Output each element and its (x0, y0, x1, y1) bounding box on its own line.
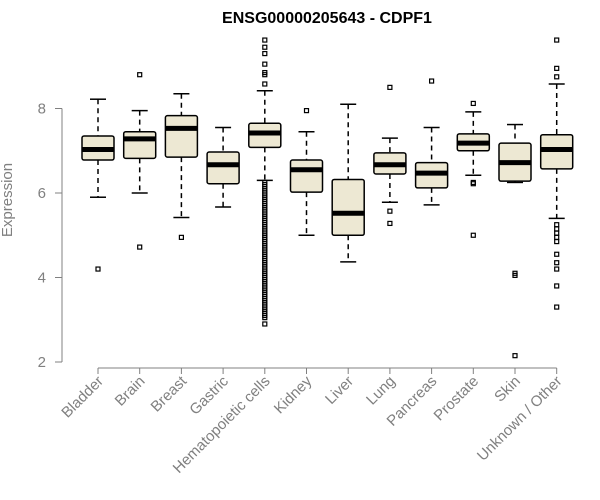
outlier-point (554, 234, 560, 240)
iqr-box (122, 130, 157, 160)
chart-title: ENSG00000205643 - CDPF1 (222, 10, 432, 27)
box-group (331, 103, 365, 263)
outlier-point (429, 78, 435, 84)
box-group (81, 98, 115, 272)
y-axis-label: Expression (0, 163, 16, 237)
outlier-point (554, 230, 560, 236)
outlier-point (262, 72, 268, 78)
box-group (206, 126, 240, 208)
box-group (539, 37, 574, 310)
outlier-point (470, 181, 476, 187)
y-tick-label: 6 (38, 185, 46, 202)
x-tick-label: Liver (322, 373, 357, 408)
outlier-point (554, 283, 560, 289)
outlier-point (137, 72, 143, 78)
y-tick-label: 2 (38, 354, 46, 371)
outlier-point (387, 220, 393, 227)
iqr-box (164, 114, 199, 158)
outlier-point (512, 353, 518, 359)
outlier-point (262, 37, 268, 43)
x-tick-label: Kidney (271, 372, 316, 417)
outlier-point (262, 315, 268, 321)
box-group (373, 84, 407, 227)
outlier-point (95, 266, 101, 272)
box-group (456, 100, 491, 238)
outlier-point (303, 108, 310, 114)
outlier-point (178, 234, 184, 240)
outlier-point (554, 266, 560, 272)
x-tick-label: Breast (148, 372, 191, 415)
x-tick-label: Lung (363, 373, 399, 409)
outlier-point (554, 304, 560, 310)
x-tick-label: Skin (491, 373, 524, 406)
outlier-point (554, 251, 560, 257)
boxes (81, 37, 574, 359)
outlier-point (262, 44, 268, 50)
x-tick-label: Bladder (58, 373, 107, 422)
outlier-point (554, 65, 560, 71)
box-group (414, 78, 449, 206)
x-tick-label: Brain (112, 373, 149, 410)
outlier-point (262, 321, 268, 327)
box-group (248, 37, 282, 327)
box-group (122, 72, 157, 250)
outlier-point (554, 226, 560, 232)
iqr-box (331, 178, 365, 236)
outlier-point (387, 208, 393, 214)
outlier-point (512, 272, 518, 278)
iqr-box (289, 159, 324, 193)
y-tick-label: 8 (38, 101, 46, 118)
outlier-point (262, 61, 268, 67)
outlier-point (554, 238, 560, 245)
box-group (289, 108, 324, 236)
outlier-point (470, 100, 476, 107)
box-group (164, 92, 199, 240)
outlier-point (387, 84, 393, 90)
outlier-point (470, 232, 476, 238)
outlier-point (554, 37, 560, 43)
outlier-point (262, 50, 268, 57)
outlier-point (137, 244, 143, 250)
iqr-box (206, 151, 240, 185)
y-axis: 2 4 6 8 (38, 101, 63, 371)
x-tick-label: Prostate (431, 373, 483, 425)
outlier-point (554, 74, 560, 80)
outlier-point (470, 179, 476, 186)
y-tick-label: 4 (38, 270, 46, 287)
outlier-point (554, 260, 560, 266)
outlier-point (262, 81, 268, 87)
box-group (498, 123, 532, 359)
outlier-point (554, 222, 560, 228)
